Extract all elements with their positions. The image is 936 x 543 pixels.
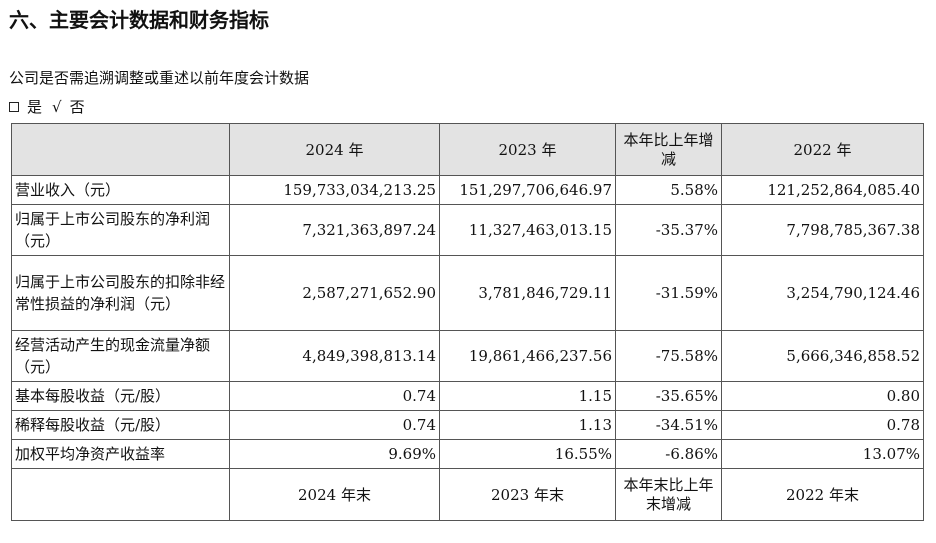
cell-value: 1.13 <box>439 410 616 440</box>
cell-value: -35.65% <box>615 381 722 411</box>
table-row: 稀释每股收益（元/股） 0.74 1.13 -34.51% 0.78 <box>11 410 924 440</box>
row-label: 基本每股收益（元/股） <box>11 381 230 411</box>
row-label: 加权平均净资产收益率 <box>11 439 230 469</box>
table-header-row: 2024 年 2023 年 本年比上年增减 2022 年 <box>11 123 924 176</box>
cell-value: 2,587,271,652.90 <box>229 255 440 331</box>
header-cell-yoy-change: 本年比上年增减 <box>615 123 722 176</box>
cell-value: 13.07% <box>721 439 924 469</box>
cell-value: -34.51% <box>615 410 722 440</box>
cell-value: -6.86% <box>615 439 722 469</box>
table-footer-row: 2024 年末 2023 年末 本年末比上年末增减 2022 年末 <box>11 468 924 521</box>
row-label: 稀释每股收益（元/股） <box>11 410 230 440</box>
cell-value: 5.58% <box>615 175 722 205</box>
cell-value: 0.80 <box>721 381 924 411</box>
cell-value: -75.58% <box>615 330 722 382</box>
row-label: 归属于上市公司股东的扣除非经常性损益的净利润（元） <box>11 255 230 331</box>
row-label: 归属于上市公司股东的净利润（元） <box>11 204 230 256</box>
table-row: 归属于上市公司股东的净利润（元） 7,321,363,897.24 11,327… <box>11 204 924 256</box>
checkmark-icon: √ <box>52 98 62 116</box>
table-row: 归属于上市公司股东的扣除非经常性损益的净利润（元） 2,587,271,652.… <box>11 255 924 331</box>
section-heading: 六、主要会计数据和财务指标 <box>9 8 269 32</box>
cell-value: 5,666,346,858.52 <box>721 330 924 382</box>
cell-value: 151,297,706,646.97 <box>439 175 616 205</box>
financial-indicators-table: 2024 年 2023 年 本年比上年增减 2022 年 营业收入（元） 159… <box>11 123 924 521</box>
cell-value: 0.74 <box>229 381 440 411</box>
cell-value: 4,849,398,813.14 <box>229 330 440 382</box>
cell-value: -31.59% <box>615 255 722 331</box>
restatement-choice: 是 √ 否 <box>9 97 85 117</box>
footer-cell-2024-end: 2024 年末 <box>229 468 440 521</box>
cell-value: 0.78 <box>721 410 924 440</box>
footer-cell-2022-end: 2022 年末 <box>721 468 924 521</box>
cell-value: 9.69% <box>229 439 440 469</box>
header-cell-2024: 2024 年 <box>229 123 440 176</box>
row-label: 经营活动产生的现金流量净额（元） <box>11 330 230 382</box>
choice-yes-label: 是 <box>27 98 43 116</box>
cell-value: 1.15 <box>439 381 616 411</box>
cell-value: 0.74 <box>229 410 440 440</box>
choice-no-label: 否 <box>69 98 85 116</box>
cell-value: 7,321,363,897.24 <box>229 204 440 256</box>
cell-value: 19,861,466,237.56 <box>439 330 616 382</box>
footer-cell-yoy-end-change: 本年末比上年末增减 <box>615 468 722 521</box>
cell-value: 159,733,034,213.25 <box>229 175 440 205</box>
cell-value: 16.55% <box>439 439 616 469</box>
header-cell-blank <box>11 123 230 176</box>
footer-cell-blank <box>11 468 230 521</box>
cell-value: 11,327,463,013.15 <box>439 204 616 256</box>
cell-value: 3,781,846,729.11 <box>439 255 616 331</box>
cell-value: 121,252,864,085.40 <box>721 175 924 205</box>
checkbox-empty-icon <box>9 102 19 112</box>
table-row: 经营活动产生的现金流量净额（元） 4,849,398,813.14 19,861… <box>11 330 924 382</box>
table-row: 营业收入（元） 159,733,034,213.25 151,297,706,6… <box>11 175 924 205</box>
cell-value: 3,254,790,124.46 <box>721 255 924 331</box>
row-label: 营业收入（元） <box>11 175 230 205</box>
footer-cell-2023-end: 2023 年末 <box>439 468 616 521</box>
table-row: 基本每股收益（元/股） 0.74 1.15 -35.65% 0.80 <box>11 381 924 411</box>
table-row: 加权平均净资产收益率 9.69% 16.55% -6.86% 13.07% <box>11 439 924 469</box>
cell-value: 7,798,785,367.38 <box>721 204 924 256</box>
restatement-question: 公司是否需追溯调整或重述以前年度会计数据 <box>9 69 310 87</box>
cell-value: -35.37% <box>615 204 722 256</box>
header-cell-2022: 2022 年 <box>721 123 924 176</box>
header-cell-2023: 2023 年 <box>439 123 616 176</box>
